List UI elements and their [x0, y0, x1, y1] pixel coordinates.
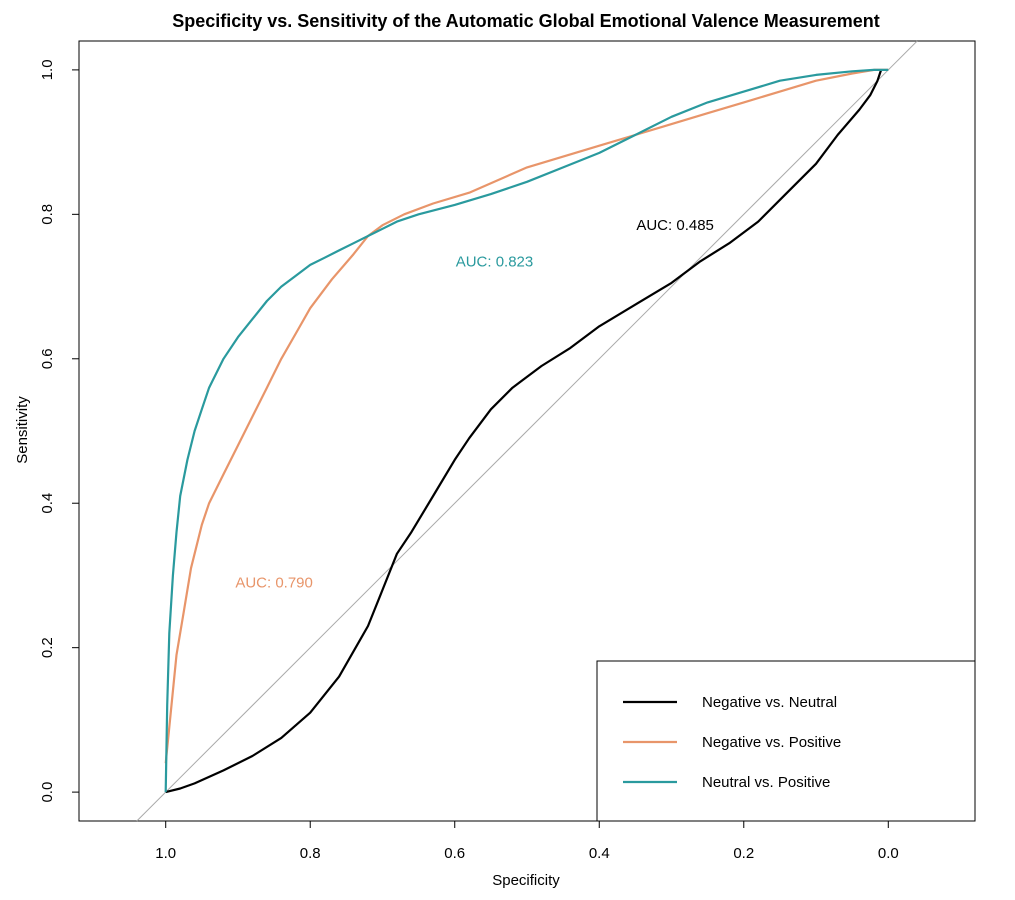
y-tick-label: 0.8	[39, 204, 56, 225]
series-line-1	[165, 69, 883, 794]
x-axis: 1.0 0.8 0.6 0.4 0.2 0.0	[155, 820, 899, 862]
x-tick-label: 0.6	[444, 845, 465, 862]
series-line-2	[164, 68, 889, 764]
reference-diagonal-layer	[136, 40, 918, 822]
auc-label-1: AUC: 0.485	[636, 217, 714, 234]
legend-label-3: Neutral vs. Positive	[702, 774, 830, 791]
x-tick-label: 0.8	[300, 845, 321, 862]
series-line-3	[164, 68, 889, 793]
series-layer	[164, 68, 889, 794]
x-axis-title: Specificity	[492, 872, 560, 889]
y-tick-label: 1.0	[39, 59, 56, 80]
auc-labels-layer: AUC: 0.485 AUC: 0.790 AUC: 0.823	[235, 217, 714, 592]
legend-label-2: Negative vs. Positive	[702, 734, 841, 751]
chart-title: Specificity vs. Sensitivity of the Autom…	[172, 11, 880, 31]
x-tick-label: 1.0	[155, 845, 176, 862]
auc-label-2: AUC: 0.790	[235, 575, 313, 592]
y-axis-title: Sensitivity	[14, 396, 31, 464]
y-tick-label: 0.2	[39, 637, 56, 658]
legend-label-1: Negative vs. Neutral	[702, 694, 837, 711]
auc-label-3: AUC: 0.823	[456, 253, 534, 270]
x-tick-label: 0.4	[589, 845, 610, 862]
y-tick-label: 0.6	[39, 348, 56, 369]
x-tick-label: 0.0	[878, 845, 899, 862]
legend: Negative vs. Neutral Negative vs. Positiv…	[596, 660, 976, 822]
y-tick-label: 0.0	[39, 782, 56, 803]
x-tick-label: 0.2	[733, 845, 754, 862]
y-axis: 0.0 0.2 0.4 0.6 0.8 1.0	[39, 59, 80, 803]
y-tick-label: 0.4	[39, 493, 56, 514]
reference-diagonal-line	[136, 40, 918, 822]
